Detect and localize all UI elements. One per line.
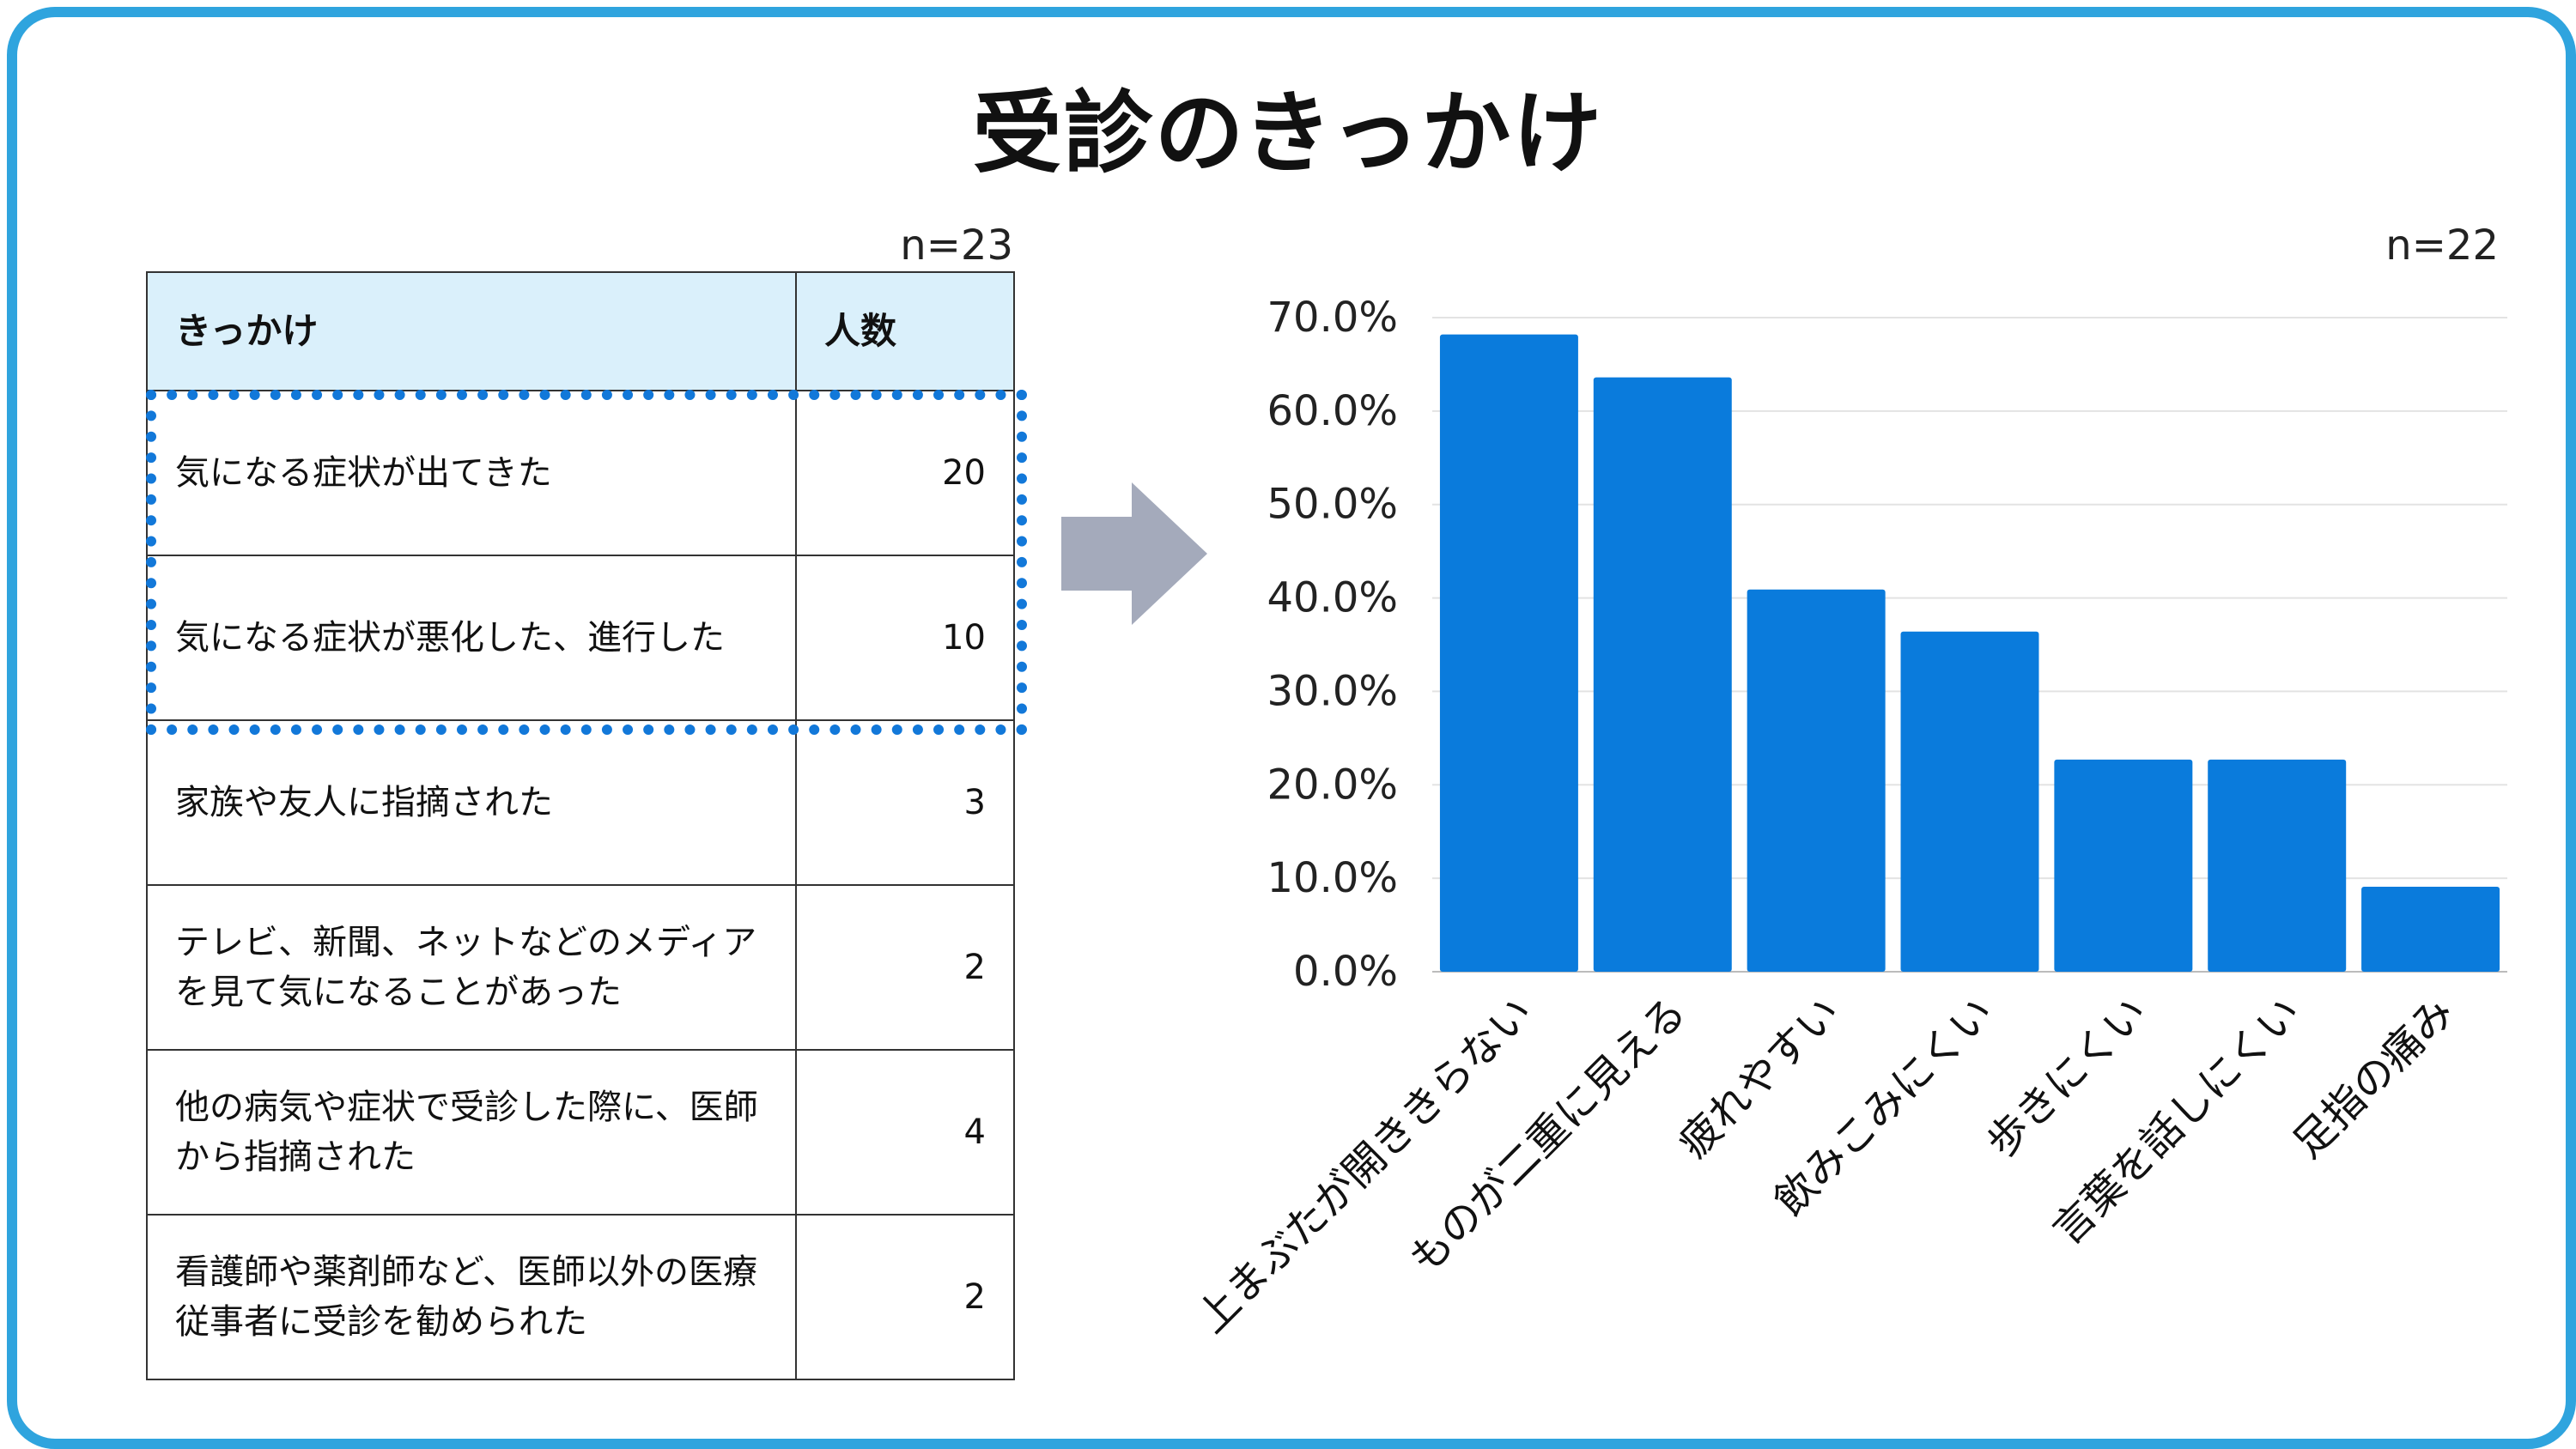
bar xyxy=(1747,589,1886,972)
y-tick-label: 50.0% xyxy=(1267,481,1398,529)
row-count: 2 xyxy=(795,1214,1015,1380)
table-row: テレビ、新聞、ネットなどのメディアを見て気になることがあった 2 xyxy=(146,884,1015,1051)
table-row: 家族や友人に指摘された 3 xyxy=(146,719,1015,886)
row-count: 4 xyxy=(795,1049,1015,1216)
x-category-label: ものが二重に見える xyxy=(1400,988,1696,1283)
row-reason: 看護師や薬剤師など、医師以外の医療従事者に受診を勧められた xyxy=(146,1214,797,1380)
bar xyxy=(1900,631,2039,972)
row-reason: 気になる症状が悪化した、進行した xyxy=(146,555,797,721)
table-sample-size: n=23 xyxy=(900,221,1013,270)
reason-table: きっかけ 人数 気になる症状が出てきた 20 気になる症状が悪化した、進行した … xyxy=(146,271,1015,1380)
table-row: 看護師や薬剤師など、医師以外の医療従事者に受診を勧められた 2 xyxy=(146,1214,1015,1380)
y-tick-label: 30.0% xyxy=(1267,667,1398,715)
x-category-label: 足指の痛み xyxy=(2284,988,2464,1167)
header-count: 人数 xyxy=(795,271,1015,391)
bar xyxy=(2208,759,2347,972)
row-reason: テレビ、新聞、ネットなどのメディアを見て気になることがあった xyxy=(146,884,797,1051)
y-tick-label: 20.0% xyxy=(1267,761,1398,809)
bar xyxy=(2054,759,2193,972)
header-reason: きっかけ xyxy=(146,271,797,391)
bar xyxy=(1593,377,1732,972)
y-tick-label: 10.0% xyxy=(1267,854,1398,902)
row-reason: 家族や友人に指摘された xyxy=(146,719,797,886)
page-title: 受診のきっかけ xyxy=(972,81,1604,185)
row-count: 3 xyxy=(795,719,1015,886)
chart-sample-size: n=22 xyxy=(2385,221,2499,270)
row-count: 10 xyxy=(795,555,1015,721)
table-row: 気になる症状が悪化した、進行した 10 xyxy=(146,555,1015,721)
y-tick-label: 70.0% xyxy=(1267,294,1398,342)
table-row: 他の病気や症状で受診した際に、医師から指摘された 4 xyxy=(146,1049,1015,1216)
y-tick-label: 40.0% xyxy=(1267,574,1398,622)
bar-chart: 0.0%10.0%20.0%30.0%40.0%50.0%60.0%70.0%上… xyxy=(1188,294,2507,1343)
row-count: 2 xyxy=(795,884,1015,1051)
table-header-row: きっかけ 人数 xyxy=(146,271,1015,391)
y-tick-label: 0.0% xyxy=(1293,948,1398,996)
row-reason: 気になる症状が出てきた xyxy=(146,390,797,556)
bar xyxy=(1439,334,1578,972)
table-row: 気になる症状が出てきた 20 xyxy=(146,390,1015,556)
row-count: 20 xyxy=(795,390,1015,556)
bar xyxy=(2361,886,2500,972)
row-reason: 他の病気や症状で受診した際に、医師から指摘された xyxy=(146,1049,797,1216)
right-arrow-icon xyxy=(1061,482,1207,625)
y-tick-label: 60.0% xyxy=(1267,387,1398,435)
